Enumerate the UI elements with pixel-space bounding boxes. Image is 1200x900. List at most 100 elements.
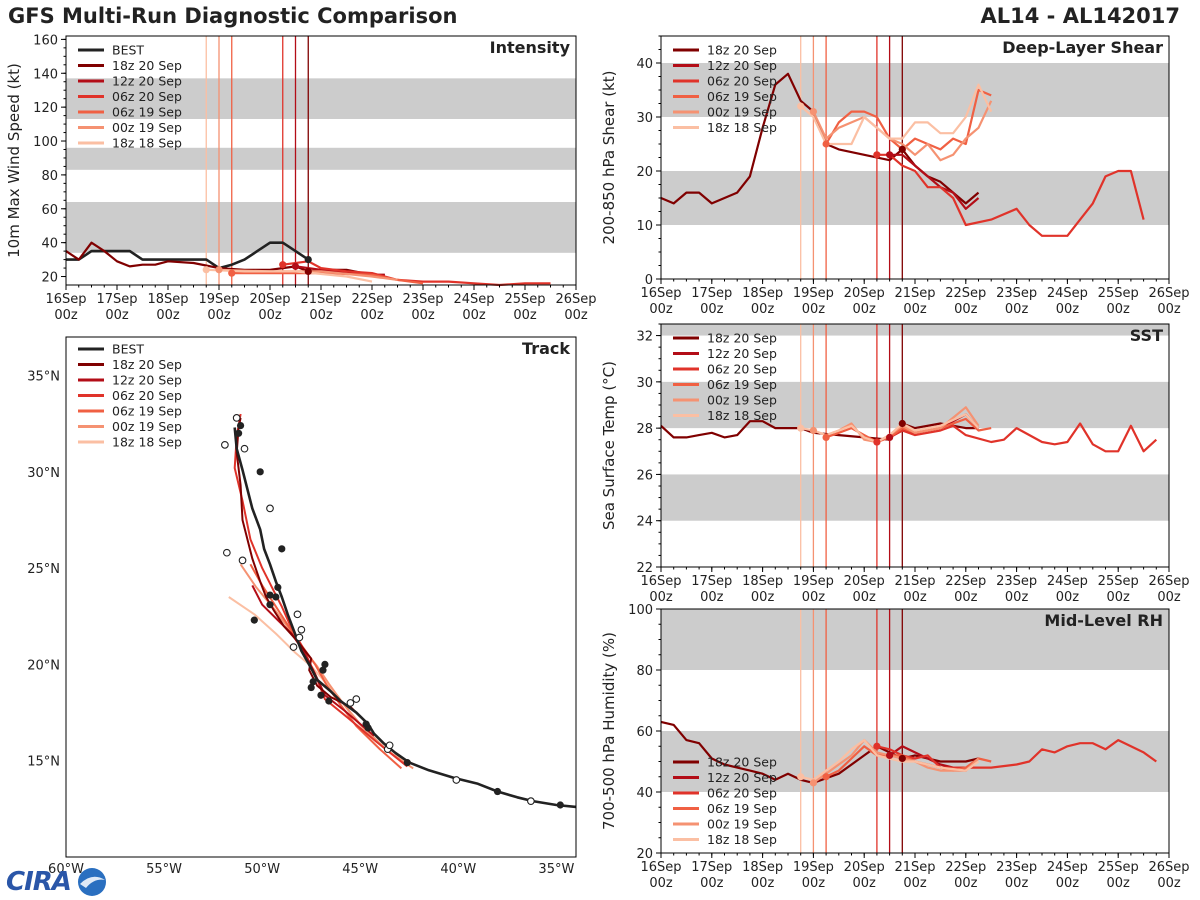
shaded-band: [661, 63, 1169, 117]
shaded-band: [661, 171, 1169, 225]
track-position-open: [527, 797, 535, 805]
x-tick-label: 22Sep: [945, 860, 986, 875]
lon-label: 60°W: [48, 862, 84, 877]
x-tick-label: 18Sep: [742, 860, 783, 875]
y-tick-label: 40: [636, 786, 653, 801]
track-position-open: [293, 610, 302, 619]
legend-label: 18z 20 Sep: [707, 43, 777, 58]
panel-title: Mid-Level RH: [1044, 611, 1163, 630]
series-line: [825, 88, 992, 151]
legend-label: 12z 20 Sep: [112, 373, 182, 388]
shaded-band: [66, 202, 576, 253]
legend-label: 06z 20 Sep: [112, 89, 182, 104]
legend-label: 18z 18 Sep: [707, 832, 777, 847]
track-position: [256, 468, 264, 476]
x-tick-label: 00z: [258, 308, 282, 323]
x-tick-label: 00z: [802, 876, 826, 891]
init-marker: [886, 751, 894, 760]
page-title: GFS Multi-Run Diagnostic Comparison: [8, 4, 458, 28]
series-line: [66, 241, 310, 270]
track-position: [556, 801, 564, 809]
x-tick-label: 23Sep: [996, 860, 1037, 875]
init-marker: [304, 255, 312, 264]
x-tick-label: 20Sep: [249, 292, 290, 307]
x-tick-label: 16Sep: [640, 574, 681, 589]
chart-sst: 22242628303216Sep00z17Sep00z18Sep00z19Se…: [600, 323, 1190, 605]
legend-label: 18z 20 Sep: [707, 755, 777, 770]
x-tick-label: 00z: [649, 876, 673, 891]
x-tick-label: 00z: [751, 876, 775, 891]
x-tick-label: 00z: [954, 590, 978, 605]
legend-label: BEST: [112, 342, 144, 357]
init-marker: [797, 102, 805, 110]
x-tick-label: 00z: [853, 590, 877, 605]
x-tick-label: 24Sep: [1047, 286, 1088, 301]
legend-label: 06z 19 Sep: [112, 404, 182, 419]
init-marker: [873, 438, 881, 446]
init-marker: [228, 269, 236, 277]
x-tick-label: 00z: [903, 590, 927, 605]
init-marker: [873, 742, 881, 750]
legend-label: 06z 19 Sep: [707, 89, 777, 104]
y-tick-label: 160: [33, 33, 58, 48]
x-tick-label: 00z: [700, 302, 724, 317]
x-tick-label: 00z: [1157, 302, 1181, 317]
track-line: [235, 417, 369, 725]
y-tick-label: 140: [33, 67, 58, 82]
plot-frame: [65, 336, 577, 858]
y-tick-label: 120: [33, 101, 58, 116]
track-position-open: [222, 548, 231, 557]
cira-logo-text: CIRA: [6, 867, 71, 897]
y-tick-label: 40: [41, 237, 58, 252]
x-tick-label: 20Sep: [844, 286, 885, 301]
track-line: [251, 584, 375, 737]
x-tick-label: 20Sep: [844, 860, 885, 875]
init-marker: [797, 773, 805, 781]
x-tick-label: 00z: [1056, 876, 1080, 891]
panel-title: Intensity: [490, 38, 571, 57]
track-position-open: [346, 699, 355, 707]
lon-label: 50°W: [244, 862, 280, 877]
legend-label: 06z 20 Sep: [707, 74, 777, 89]
track-position: [236, 421, 245, 430]
track-position-open: [238, 556, 247, 565]
legend-label: 00z 19 Sep: [112, 120, 182, 135]
panel-title: Deep-Layer Shear: [1002, 38, 1163, 57]
x-tick-label: 00z: [1005, 590, 1029, 605]
x-tick-label: 17Sep: [691, 860, 732, 875]
shaded-band: [66, 147, 576, 170]
legend-label: 18z 18 Sep: [112, 435, 182, 450]
x-tick-label: 17Sep: [691, 574, 732, 589]
track-position: [266, 601, 274, 609]
series-line: [876, 422, 1158, 453]
legend-label: 12z 20 Sep: [707, 346, 777, 361]
track-position-open: [232, 414, 241, 422]
init-marker: [809, 426, 818, 435]
y-tick-label: 100: [628, 603, 653, 618]
legend-label: 06z 19 Sep: [112, 105, 182, 120]
shaded-band: [661, 381, 1169, 429]
init-marker: [215, 266, 223, 274]
x-tick-label: 24Sep: [453, 292, 494, 307]
track-position: [321, 660, 329, 669]
legend-label: 00z 19 Sep: [707, 105, 777, 120]
legend-label: 18z 18 Sep: [112, 136, 182, 151]
x-tick-label: 17Sep: [691, 286, 732, 301]
x-tick-label: 25Sep: [1098, 574, 1139, 589]
lat-label: 35°N: [27, 370, 60, 385]
x-tick-label: 20Sep: [844, 574, 885, 589]
track-position-open: [352, 695, 361, 703]
init-marker: [822, 433, 830, 441]
series-line: [825, 745, 992, 778]
track-position: [309, 678, 317, 686]
y-tick-label: 0: [645, 273, 653, 288]
track-position-open: [452, 776, 461, 784]
storm-id: AL14 - AL142017: [980, 4, 1181, 28]
legend-label: 06z 20 Sep: [707, 786, 777, 801]
x-tick-label: 24Sep: [1047, 860, 1088, 875]
track-position: [403, 759, 411, 767]
x-tick-label: 16Sep: [640, 860, 681, 875]
series-line: [660, 420, 979, 441]
x-tick-label: 16Sep: [640, 286, 681, 301]
x-tick-label: 22Sep: [945, 574, 986, 589]
